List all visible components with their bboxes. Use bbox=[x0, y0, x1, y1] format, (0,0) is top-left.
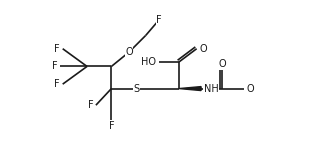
Text: O: O bbox=[218, 59, 226, 69]
Text: F: F bbox=[52, 61, 58, 71]
Text: NH: NH bbox=[204, 84, 218, 94]
Text: O: O bbox=[199, 44, 207, 54]
Text: O: O bbox=[247, 84, 254, 94]
Text: F: F bbox=[156, 15, 162, 25]
Text: F: F bbox=[54, 44, 60, 54]
Polygon shape bbox=[179, 87, 201, 91]
Text: F: F bbox=[108, 121, 114, 131]
Text: HO: HO bbox=[141, 57, 156, 67]
Text: F: F bbox=[54, 79, 60, 89]
Text: S: S bbox=[134, 84, 140, 94]
Text: O: O bbox=[125, 47, 133, 57]
Text: F: F bbox=[88, 100, 94, 110]
